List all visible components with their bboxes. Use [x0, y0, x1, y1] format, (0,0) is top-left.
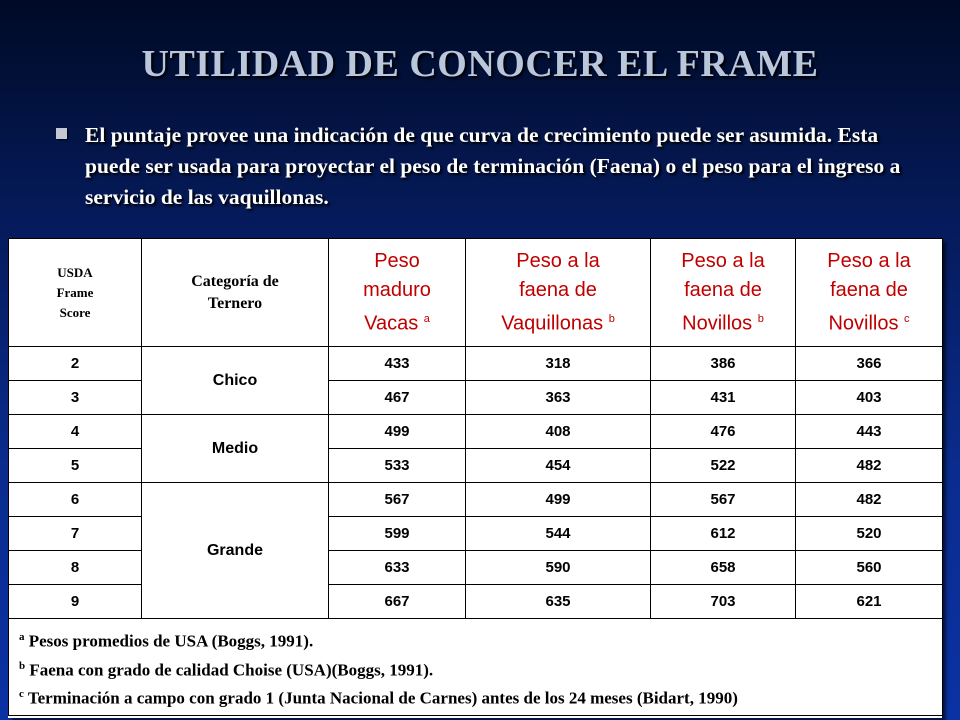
footnotes: a Pesos promedios de USA (Boggs, 1991). … — [8, 618, 943, 716]
faena-vaquillonas-cell: 544 — [465, 516, 651, 551]
table-row: 2 Chico 433 318 386 366 — [8, 346, 943, 415]
faena-vaquillonas-cell: 499 — [465, 482, 651, 517]
faena-vaquillonas-cell: 454 — [465, 448, 651, 483]
frame-score-cell: 9 — [8, 584, 142, 619]
frame-score-cell: 2 — [8, 346, 142, 381]
header-line: maduro — [363, 278, 431, 301]
footnote-row: a Pesos promedios de USA (Boggs, 1991). … — [8, 618, 943, 716]
faena-novillos-b-cell: 431 — [650, 380, 796, 415]
header-superscript: c — [904, 312, 910, 325]
footnote-marker: c — [19, 688, 24, 701]
header-line: Novillos b — [651, 305, 795, 339]
header-line: Vaquillonas b — [466, 305, 650, 339]
faena-novillos-b-cell: 567 — [650, 482, 796, 517]
faena-vaquillonas-cell: 318 — [465, 346, 651, 381]
faena-novillos-b-cell: 476 — [650, 414, 796, 449]
faena-novillos-c-cell: 621 — [795, 584, 943, 619]
footnote-marker: a — [19, 631, 25, 643]
footnote-text: Faena con grado de calidad Choise (USA)(… — [25, 660, 434, 680]
header-line: Novillos c — [796, 305, 942, 339]
header-faena-vaquillonas: Peso a la faena de Vaquillonas b — [465, 238, 651, 347]
header-line-text: Vaquillonas — [501, 312, 604, 335]
table-row: 6 Grande 567 499 567 482 — [8, 482, 943, 619]
header-superscript: b — [608, 312, 615, 325]
frame-score-cell: 8 — [8, 550, 142, 585]
faena-novillos-c-cell: 366 — [795, 346, 943, 381]
faena-novillos-c-cell: 482 — [795, 448, 943, 483]
header-line-text: Novillos — [682, 312, 753, 335]
header-line: Peso a la — [681, 249, 765, 272]
header-line: Peso a la — [827, 249, 911, 272]
faena-novillos-b-cell: 522 — [650, 448, 796, 483]
frame-score-cell: 7 — [8, 516, 142, 551]
peso-maduro-cell: 499 — [328, 414, 466, 449]
frame-score-table: USDA Frame Score Categoría de Ternero Pe… — [8, 238, 943, 718]
frame-score-cell: 3 — [8, 380, 142, 415]
table-row: 4 Medio 499 408 476 443 — [8, 414, 943, 483]
faena-novillos-b-cell: 658 — [650, 550, 796, 585]
header-superscript: a — [423, 312, 430, 325]
table-row: 9 667 635 703 621 — [8, 584, 943, 619]
square-bullet-icon — [56, 128, 67, 139]
bullet-item: El puntaje provee una indicación de que … — [56, 120, 916, 213]
header-faena-novillos-c: Peso a la faena de Novillos c — [795, 238, 943, 347]
faena-vaquillonas-cell: 363 — [465, 380, 651, 415]
faena-novillos-c-cell: 520 — [795, 516, 943, 551]
table-row: 8 633 590 658 560 — [8, 550, 943, 585]
header-line: faena de — [519, 278, 597, 301]
faena-novillos-c-cell: 482 — [795, 482, 943, 517]
table-row: 5 533 454 522 482 — [8, 448, 943, 483]
footnote-c: c Terminación a campo con grado 1 (Junta… — [19, 682, 942, 711]
peso-maduro-cell: 533 — [328, 448, 466, 483]
frame-score-cell: 4 — [8, 414, 142, 449]
footnote-text: Terminación a campo con grado 1 (Junta N… — [23, 688, 738, 708]
peso-maduro-cell: 633 — [328, 550, 466, 585]
header-categoria-line: Ternero — [207, 294, 263, 312]
footnote-marker: b — [19, 659, 26, 672]
header-line: Peso a la — [516, 249, 600, 272]
header-line: Peso — [374, 249, 420, 272]
faena-vaquillonas-cell: 590 — [465, 550, 651, 585]
faena-novillos-b-cell: 386 — [650, 346, 796, 381]
header-line: Vacas a — [329, 305, 465, 339]
faena-novillos-b-cell: 612 — [650, 516, 796, 551]
frame-score-cell: 6 — [8, 482, 142, 517]
category-cell: Chico — [141, 346, 329, 415]
peso-maduro-cell: 599 — [328, 516, 466, 551]
slide-title: UTILIDAD DE CONOCER EL FRAME — [141, 43, 819, 85]
header-categoria-line: Categoría de — [191, 272, 279, 290]
faena-novillos-c-cell: 443 — [795, 414, 943, 449]
header-superscript: b — [757, 312, 764, 325]
faena-novillos-c-cell: 403 — [795, 380, 943, 415]
header-line-text: Vacas — [364, 312, 419, 335]
faena-vaquillonas-cell: 408 — [465, 414, 651, 449]
table-row: 7 599 544 612 520 — [8, 516, 943, 551]
bullet-text: El puntaje provee una indicación de que … — [85, 123, 901, 209]
table-header-row: USDA Frame Score Categoría de Ternero Pe… — [8, 238, 943, 347]
header-peso-maduro: Peso maduro Vacas a — [328, 238, 466, 347]
peso-maduro-cell: 433 — [328, 346, 466, 381]
peso-maduro-cell: 567 — [328, 482, 466, 517]
header-usda-frame-score: USDA Frame Score — [8, 238, 142, 347]
footnote-a: a Pesos promedios de USA (Boggs, 1991). — [19, 625, 942, 654]
footnote-text: Pesos promedios de USA (Boggs, 1991). — [24, 631, 314, 651]
header-line: faena de — [830, 278, 908, 301]
peso-maduro-cell: 667 — [328, 584, 466, 619]
frame-score-cell: 5 — [8, 448, 142, 483]
header-line-text: Novillos — [828, 312, 899, 335]
category-cell: Grande — [141, 482, 329, 619]
header-line: faena de — [684, 278, 762, 301]
header-faena-novillos-b: Peso a la faena de Novillos b — [650, 238, 796, 347]
header-usda-line: USDA — [57, 264, 93, 280]
faena-novillos-c-cell: 560 — [795, 550, 943, 585]
peso-maduro-cell: 467 — [328, 380, 466, 415]
category-cell: Medio — [141, 414, 329, 483]
faena-vaquillonas-cell: 635 — [465, 584, 651, 619]
faena-novillos-b-cell: 703 — [650, 584, 796, 619]
header-usda-line: Score — [59, 304, 91, 320]
header-usda-line: Frame — [56, 284, 94, 300]
header-categoria: Categoría de Ternero — [141, 238, 329, 347]
footnote-b: b Faena con grado de calidad Choise (USA… — [19, 654, 942, 683]
